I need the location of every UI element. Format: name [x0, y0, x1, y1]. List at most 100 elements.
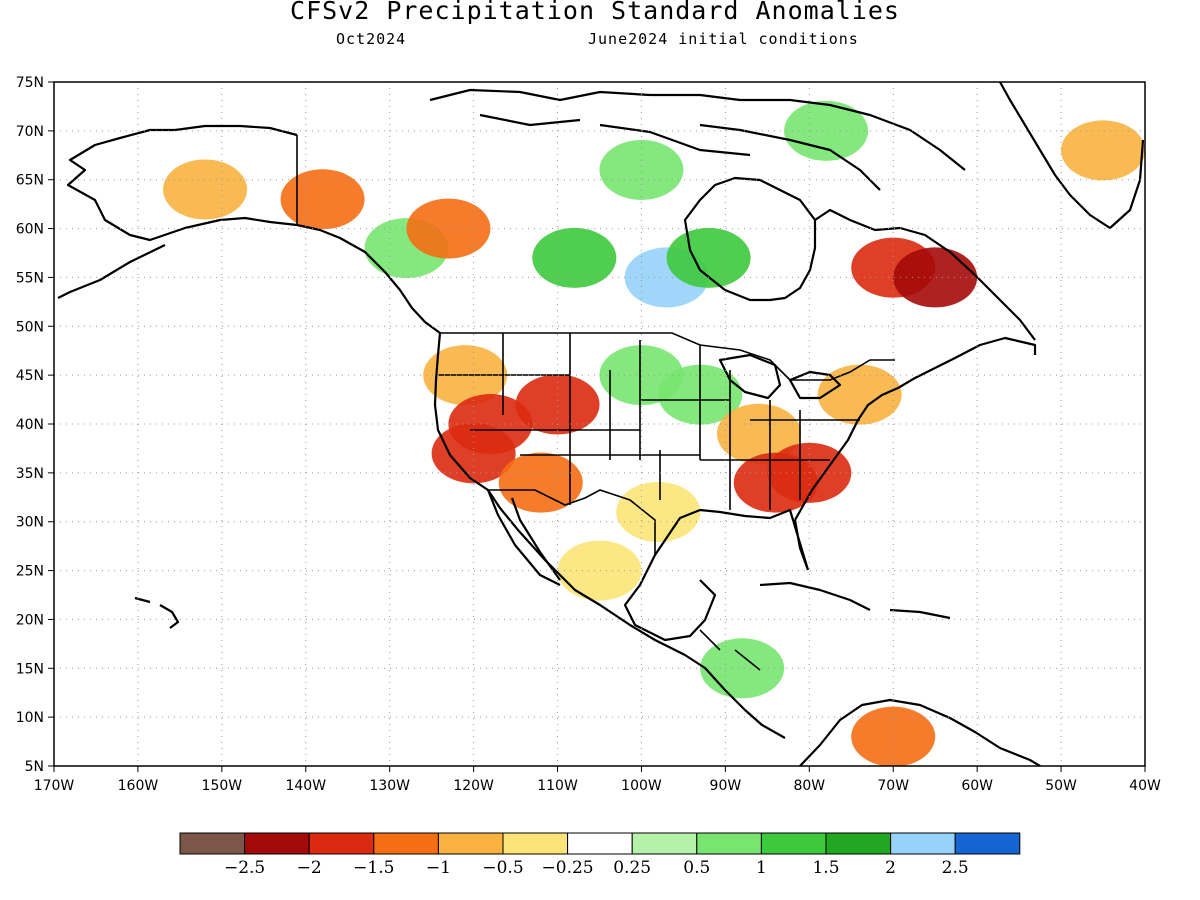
x-tick-label: 140W [285, 778, 326, 794]
anomaly-cell [431, 423, 516, 484]
chart-title: CFSv2 Precipitation Standard Anomalies [290, 0, 900, 25]
color-legend: −2.5 −2 −1.5 −1 −0.5 −0.25 0.25 0.5 1 1.5 2 2.5 [179, 832, 1021, 878]
arctic-coastline [429, 88, 966, 191]
y-tick-label: 15N [16, 661, 44, 677]
y-tick-label: 70N [16, 124, 44, 140]
y-tick-label: 40N [16, 417, 44, 433]
x-tick-label: 60W [961, 778, 993, 794]
anomaly-field [163, 100, 1145, 766]
anomaly-cell [666, 227, 751, 288]
central-america-borders [699, 629, 761, 671]
anomaly-cell [784, 100, 869, 161]
coastlines [57, 82, 1145, 766]
labrador-coastline [814, 208, 1036, 341]
legend-label: 1 [756, 858, 767, 878]
y-tick-label: 55N [16, 270, 44, 286]
legend-swatch [373, 832, 439, 855]
cuba-coastline [759, 581, 871, 611]
legend-swatch [502, 832, 569, 855]
legend-swatch [954, 832, 1021, 855]
x-tick-label: 70W [877, 778, 909, 794]
anomaly-cell [498, 452, 583, 513]
legend-label: 1.5 [812, 858, 839, 878]
x-tick-label: 80W [793, 778, 825, 794]
legend-label: 0.25 [613, 858, 651, 878]
state-borders [438, 333, 860, 510]
y-tick-label: 30N [16, 515, 44, 531]
anomaly-cell [893, 247, 978, 308]
anomaly-cell [817, 364, 902, 425]
south-america-coastline [799, 698, 1041, 766]
greenland-coastline [999, 82, 1145, 230]
legend-label: −2 [297, 858, 322, 878]
legend-label: 2 [885, 858, 896, 878]
anomaly-cell [280, 169, 365, 230]
anomaly-cell [557, 540, 642, 601]
x-tick-label: 150W [202, 778, 243, 794]
x-tick-label: 100W [621, 778, 662, 794]
legend-label: −0.5 [482, 858, 523, 878]
y-tick-label: 50N [16, 319, 44, 335]
legend-swatch [244, 832, 310, 855]
legend-swatch [631, 832, 698, 855]
anomaly-cell [700, 638, 785, 699]
y-tick-label: 60N [16, 222, 44, 238]
legend-label: −1.5 [353, 858, 394, 878]
legend-label: −2.5 [224, 858, 265, 878]
x-tick-label: 160W [118, 778, 159, 794]
us-mexico-border [488, 489, 656, 555]
gulf-coastline [623, 508, 810, 642]
legend-swatch [567, 832, 633, 855]
x-tick-label: 130W [369, 778, 410, 794]
hawaii-coastline [134, 596, 180, 629]
legend-swatch [825, 832, 892, 855]
legend-swatch [696, 832, 762, 855]
anomaly-cell [532, 227, 617, 288]
y-tick-label: 75N [16, 75, 44, 91]
atlantic-coastline [794, 336, 1037, 521]
x-tick-label: 110W [537, 778, 578, 794]
x-tick-label: 120W [453, 778, 494, 794]
y-tick-label: 45N [16, 368, 44, 384]
baja-coastline [486, 489, 561, 586]
legend-label: 0.5 [683, 858, 710, 878]
hispaniola-coastline [889, 608, 951, 620]
anomaly-cell [163, 159, 248, 220]
hudson-bay-coastline [683, 176, 817, 302]
legend-label: −1 [426, 858, 451, 878]
y-tick-label: 65N [16, 173, 44, 189]
initial-conditions: June2024 initial conditions [588, 30, 859, 48]
anomaly-cell [406, 198, 491, 259]
anomaly-cell [515, 374, 600, 435]
forecast-month: Oct2024 [336, 30, 407, 48]
y-tick-label: 20N [16, 612, 44, 628]
political-borders [296, 135, 895, 671]
axis-ticks: 170W 160W 150W 140W 130W 120W 110W 100W 90W 80W 70… [16, 75, 1161, 794]
anomaly-cell [599, 139, 684, 200]
alaska-coastline [66, 124, 298, 242]
y-tick-label: 10N [16, 710, 44, 726]
anomaly-cell [716, 403, 801, 464]
y-tick-label: 25N [16, 564, 44, 580]
great-lakes-coastline [718, 353, 842, 400]
pacific-coastline [296, 223, 786, 739]
legend-label: 2.5 [942, 858, 969, 878]
x-tick-label: 90W [710, 778, 742, 794]
graticule [54, 82, 1145, 766]
legend-swatch [308, 832, 375, 855]
legend-swatch [179, 832, 246, 855]
x-tick-label: 170W [34, 778, 75, 794]
canada-us-border [440, 332, 895, 381]
anomaly-cell [1061, 120, 1145, 181]
legend-label: −0.25 [542, 858, 594, 878]
legend-swatch [760, 832, 827, 855]
y-tick-label: 5N [25, 759, 44, 775]
aleutian-coastline [57, 244, 166, 299]
y-tick-label: 35N [16, 466, 44, 482]
legend-swatch [890, 832, 956, 855]
legend-swatch [437, 832, 504, 855]
anomaly-cell [616, 481, 701, 542]
x-tick-label: 40W [1129, 778, 1161, 794]
x-tick-label: 50W [1045, 778, 1077, 794]
